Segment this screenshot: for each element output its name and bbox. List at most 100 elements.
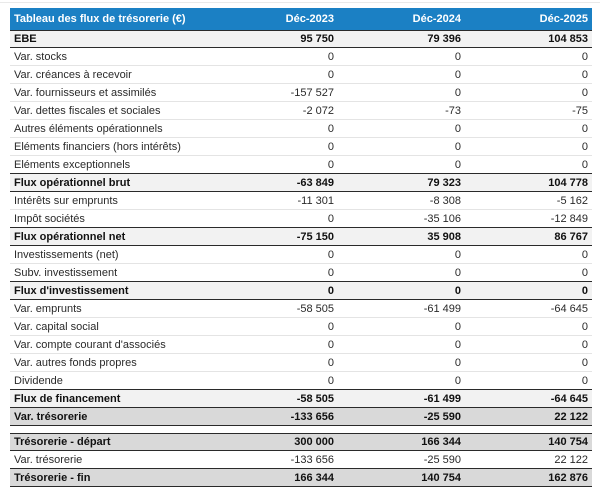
row-value: 140 754 — [421, 471, 461, 484]
cash-flow-table: Tableau des flux de trésorerie (€) Déc-2… — [10, 8, 592, 487]
column-header-dec-2025: Déc-2025 — [539, 13, 588, 25]
row-value: -133 656 — [290, 410, 334, 423]
row-value: 0 — [581, 248, 588, 261]
row-value: 0 — [581, 140, 588, 153]
row-value: 35 908 — [427, 230, 461, 243]
row-value: 22 122 — [554, 410, 588, 423]
row-value: 0 — [581, 50, 588, 63]
row-value: 0 — [581, 86, 588, 99]
row-value: 0 — [454, 140, 461, 153]
table-header-row: Tableau des flux de trésorerie (€) Déc-2… — [10, 8, 592, 30]
row-value: -64 645 — [550, 392, 588, 405]
row-value: -5 162 — [556, 194, 588, 207]
row-label: Trésorerie - départ — [14, 436, 111, 448]
column-header-dec-2023: Déc-2023 — [285, 13, 334, 25]
table-row: Flux opérationnel net -75 150 35 908 86 767 — [10, 228, 592, 246]
top-divider — [0, 2, 600, 3]
table-row: Eléments exceptionnels 0 0 0 — [10, 156, 592, 174]
row-value: 0 — [327, 122, 334, 135]
row-value: -61 499 — [423, 302, 461, 315]
row-value: 0 — [581, 68, 588, 81]
row-label: Var. capital social — [14, 320, 99, 333]
row-value: 0 — [581, 356, 588, 369]
table-row: Var. compte courant d'associés 0 0 0 — [10, 336, 592, 354]
row-label: Investissements (net) — [14, 248, 119, 261]
row-value: 0 — [581, 122, 588, 135]
row-value: 0 — [327, 266, 334, 279]
table-row: Flux de financement -58 505 -61 499 -64 645 — [10, 390, 592, 408]
row-value: 0 — [454, 68, 461, 81]
row-label: Var. autres fonds propres — [14, 356, 137, 369]
row-label: Subv. investissement — [14, 266, 118, 279]
row-label: Eléments exceptionnels — [14, 158, 131, 171]
row-value: -58 505 — [296, 392, 334, 405]
row-value: 0 — [327, 50, 334, 63]
row-value: 86 767 — [554, 230, 588, 243]
table-row: Var. fournisseurs et assimilés -157 527 0 0 — [10, 84, 592, 102]
row-value: 104 853 — [548, 33, 588, 45]
row-value: 0 — [327, 248, 334, 261]
row-label: Flux d'investissement — [14, 284, 129, 297]
row-value: 0 — [454, 284, 461, 297]
table-row: Intérêts sur emprunts -11 301 -8 308 -5 162 — [10, 192, 592, 210]
row-value: 0 — [454, 86, 461, 99]
row-value: 0 — [327, 374, 334, 387]
row-label: EBE — [14, 33, 37, 45]
row-value: 0 — [327, 68, 334, 81]
row-value: 79 396 — [427, 33, 461, 45]
row-value: 79 323 — [427, 176, 461, 189]
row-value: -61 499 — [423, 392, 461, 405]
row-value: 162 876 — [548, 471, 588, 484]
row-value: 0 — [327, 140, 334, 153]
table-row: Investissements (net) 0 0 0 — [10, 246, 592, 264]
row-value: 0 — [454, 122, 461, 135]
row-value: -12 849 — [550, 212, 588, 225]
row-value: 0 — [327, 320, 334, 333]
row-label: Dividende — [14, 374, 63, 387]
row-value: 0 — [454, 320, 461, 333]
row-value: 0 — [581, 284, 588, 297]
table-row: Var. capital social 0 0 0 — [10, 318, 592, 336]
row-value: 95 750 — [300, 33, 334, 45]
row-value: 0 — [454, 338, 461, 351]
row-value: 0 — [581, 320, 588, 333]
row-label: Impôt sociétés — [14, 212, 85, 225]
row-value: -133 656 — [290, 453, 334, 466]
table-row: Flux d'investissement 0 0 0 — [10, 282, 592, 300]
table-row: Subv. investissement 0 0 0 — [10, 264, 592, 282]
row-label: Flux opérationnel net — [14, 230, 126, 243]
row-label: Eléments financiers (hors intérêts) — [14, 140, 181, 153]
row-label: Var. compte courant d'associés — [14, 338, 166, 351]
row-label: Var. fournisseurs et assimilés — [14, 86, 157, 99]
row-value: 0 — [454, 266, 461, 279]
row-value: 0 — [454, 158, 461, 171]
row-value: -11 301 — [297, 194, 335, 207]
table-row: Trésorerie - départ 300 000 166 344 140 754 — [10, 433, 592, 451]
row-value: 166 344 — [294, 471, 334, 484]
table-row: Var. autres fonds propres 0 0 0 — [10, 354, 592, 372]
table-row: Autres éléments opérationnels 0 0 0 — [10, 120, 592, 138]
row-value: -25 590 — [423, 410, 461, 423]
row-value: 140 754 — [548, 436, 588, 448]
row-value: 0 — [327, 338, 334, 351]
row-label: Flux de financement — [14, 392, 121, 405]
row-label: Var. emprunts — [14, 302, 82, 315]
table-row: Flux opérationnel brut -63 849 79 323 104 7… — [10, 174, 592, 192]
row-value: 0 — [581, 338, 588, 351]
table-title: Tableau des flux de trésorerie (€) — [14, 13, 186, 25]
row-value: 0 — [454, 248, 461, 261]
row-value: -8 308 — [429, 194, 461, 207]
row-label: Var. trésorerie — [14, 453, 83, 466]
row-label: Flux opérationnel brut — [14, 176, 131, 189]
table-section-flux: EBE 95 750 79 396 104 853 Var. stocks 0 0 0 Var.… — [10, 30, 592, 426]
row-value: 0 — [454, 50, 461, 63]
table-row: Trésorerie - fin 166 344 140 754 162 876 — [10, 469, 592, 487]
row-value: 166 344 — [421, 436, 461, 448]
row-value: -25 590 — [423, 453, 461, 466]
row-value: 0 — [454, 374, 461, 387]
row-label: Var. stocks — [14, 50, 67, 63]
row-value: -63 849 — [296, 176, 334, 189]
table-row: Eléments financiers (hors intérêts) 0 0 0 — [10, 138, 592, 156]
table-row: Impôt sociétés 0 -35 106 -12 849 — [10, 210, 592, 228]
